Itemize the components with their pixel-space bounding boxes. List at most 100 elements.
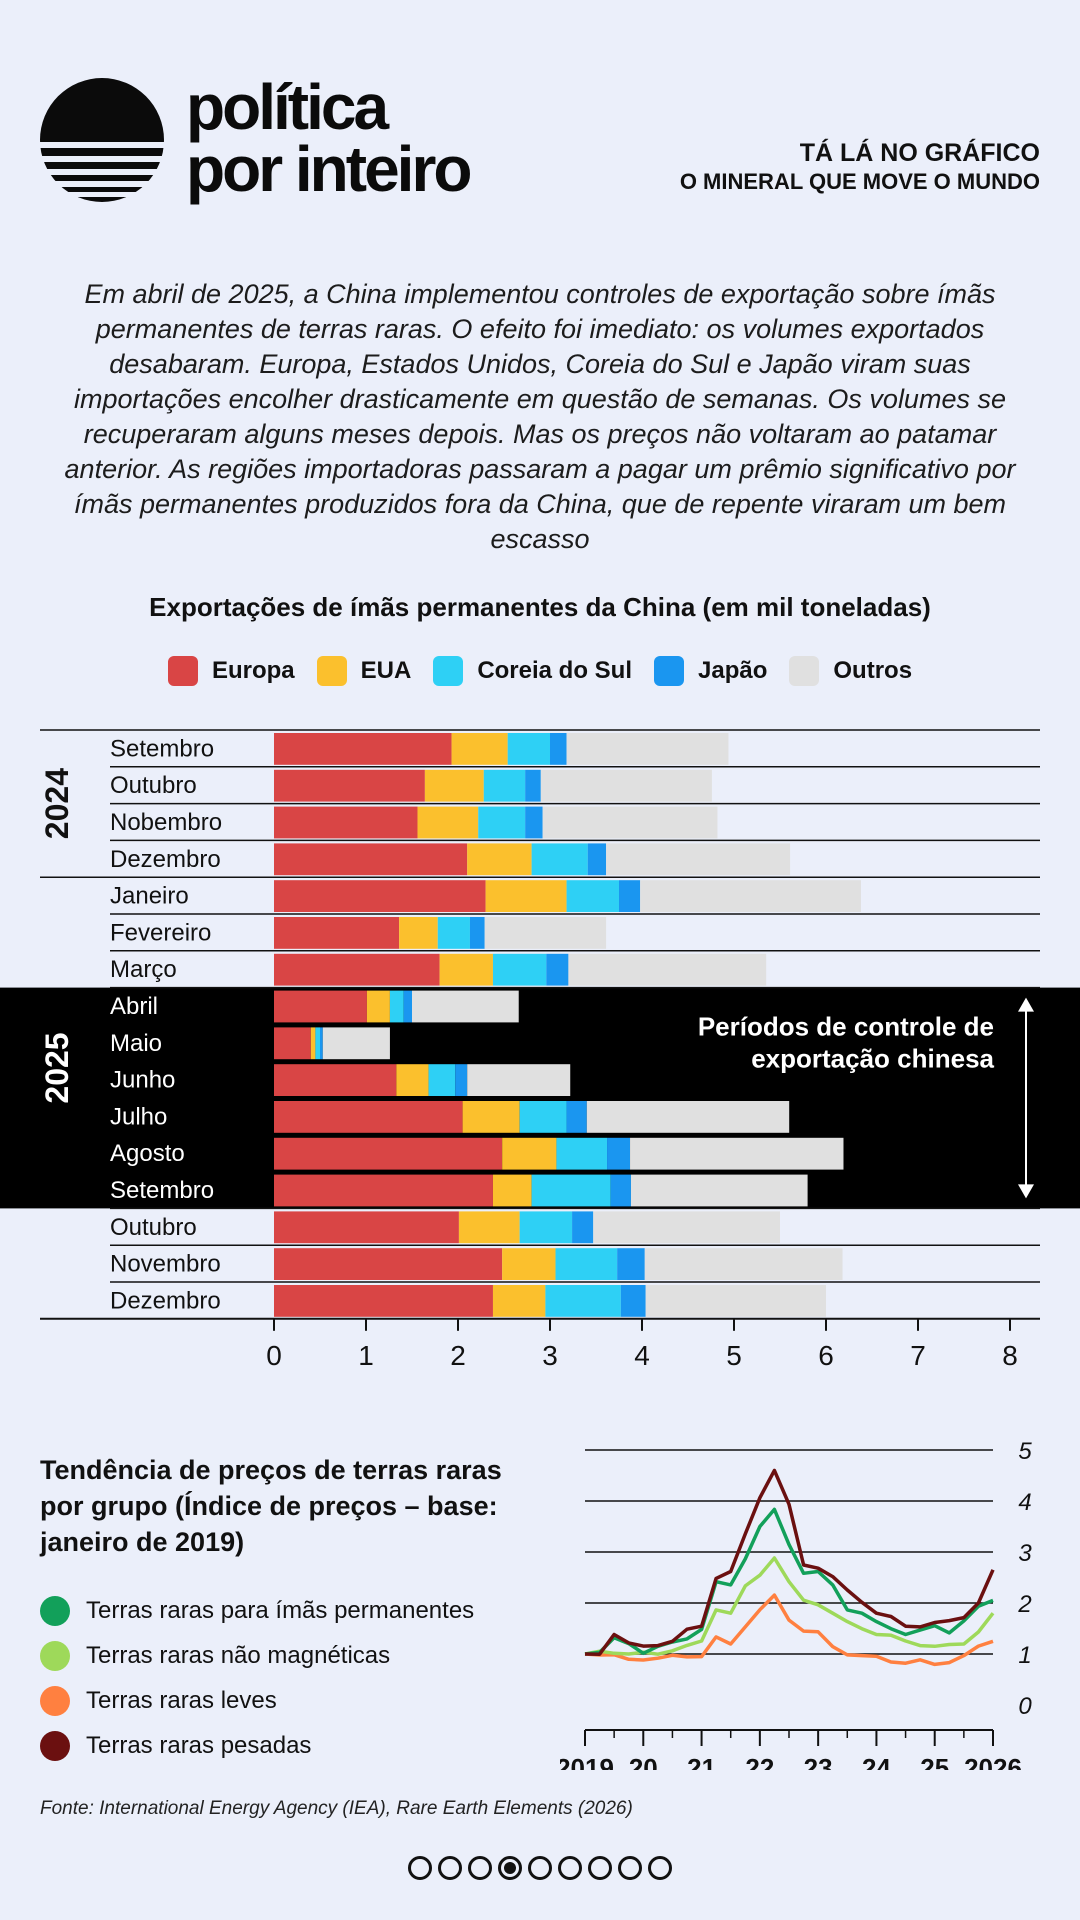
bar-segment-coreia-3 bbox=[531, 843, 588, 876]
x-tick-label-2: 2 bbox=[450, 1340, 466, 1371]
legend-label: Europa bbox=[211, 657, 295, 684]
brand-name: política por inteiro bbox=[186, 75, 472, 201]
bar-segment-eua-7 bbox=[366, 990, 390, 1023]
bar-segment-coreia-2 bbox=[478, 806, 526, 839]
bar-segment-outros-12 bbox=[630, 1174, 808, 1207]
category-label-5: Fevereiro bbox=[110, 919, 211, 946]
bar-chart-title: Exportações de ímãs permanentes da China… bbox=[149, 592, 931, 622]
bar-segment-europa-7 bbox=[274, 990, 367, 1023]
y-tick-label-2: 2 bbox=[1017, 1591, 1031, 1618]
bar-segment-coreia-14 bbox=[555, 1248, 618, 1280]
bar-segment-eua-1 bbox=[424, 769, 484, 802]
intro-text: Em abril de 2025, a China implementou co… bbox=[64, 279, 1016, 554]
pager-dot-1[interactable] bbox=[438, 1856, 462, 1880]
bar-segment-eua-13 bbox=[458, 1211, 520, 1244]
legend-swatch bbox=[789, 656, 820, 686]
legend-dot bbox=[40, 1595, 70, 1626]
category-label-13: Outubro bbox=[110, 1214, 197, 1241]
pager-dot-3[interactable] bbox=[498, 1856, 522, 1880]
category-label-6: Março bbox=[110, 956, 177, 983]
y-tick-label-3: 3 bbox=[1018, 1540, 1032, 1567]
series-tag: TÁ LÁ NO GRÁFICO O MINERAL QUE MOVE O MU… bbox=[680, 138, 1040, 196]
legend-label: Japão bbox=[698, 657, 768, 684]
bar-segment-coreia-13 bbox=[519, 1211, 573, 1244]
price-series-permanentes bbox=[584, 1507, 994, 1656]
bar-segment-japao-5 bbox=[469, 917, 485, 949]
category-label-8: Maio bbox=[110, 1030, 162, 1057]
pager-dot-5[interactable] bbox=[558, 1856, 582, 1880]
price-chart-legend: Terras raras para ímãs permanentes Terras… bbox=[40, 1588, 474, 1768]
bar-segment-outros-6 bbox=[568, 953, 767, 986]
bar-segment-japao-6 bbox=[546, 953, 569, 986]
highlight-label-line-2: exportação chinesa bbox=[751, 1044, 994, 1074]
pager-dot-4[interactable] bbox=[528, 1856, 552, 1880]
pager-dot-2[interactable] bbox=[468, 1856, 492, 1880]
price-legend-item-0: Terras raras para ímãs permanentes bbox=[40, 1588, 474, 1633]
bar-segment-japao-7 bbox=[403, 990, 412, 1023]
bar-segment-japao-14 bbox=[617, 1248, 645, 1280]
legend-dot bbox=[40, 1730, 70, 1761]
x-tick-label-2026: 2026 bbox=[964, 1753, 1022, 1770]
pager-dot-7[interactable] bbox=[618, 1856, 642, 1880]
bar-segment-coreia-10 bbox=[519, 1101, 567, 1133]
legend-label: Terras raras para ímãs permanentes bbox=[86, 1596, 475, 1624]
bar-segment-japao-12 bbox=[610, 1174, 631, 1207]
bar-segment-eua-9 bbox=[396, 1064, 429, 1096]
legend-label: Terras raras pesadas bbox=[86, 1731, 312, 1759]
legend-swatch bbox=[167, 656, 198, 686]
bar-segment-japao-1 bbox=[525, 769, 541, 802]
bar-segment-outros-0 bbox=[566, 733, 729, 765]
legend-item-0: Europa bbox=[167, 656, 295, 686]
bar-segment-coreia-8 bbox=[315, 1027, 320, 1060]
y-tick-label-4: 4 bbox=[1018, 1489, 1031, 1516]
bar-segment-japao-10 bbox=[566, 1101, 587, 1133]
bar-segment-coreia-1 bbox=[483, 769, 526, 802]
bar-segment-japao-13 bbox=[572, 1211, 594, 1244]
bar-segment-japao-11 bbox=[607, 1137, 631, 1170]
bar-segment-outros-8 bbox=[322, 1027, 390, 1060]
x-tick-label-0: 0 bbox=[266, 1340, 282, 1371]
x-tick-label-22: 22 bbox=[745, 1753, 774, 1770]
year-label-2025: 2025 bbox=[39, 1032, 75, 1103]
x-tick-label-1: 1 bbox=[358, 1340, 374, 1371]
x-tick-label-24: 24 bbox=[862, 1753, 891, 1770]
bar-segment-europa-8 bbox=[274, 1027, 311, 1060]
bar-segment-outros-2 bbox=[542, 806, 718, 839]
pager-dot-0[interactable] bbox=[408, 1856, 432, 1880]
tag-line-1: TÁ LÁ NO GRÁFICO bbox=[799, 139, 1040, 167]
bar-segment-japao-3 bbox=[587, 843, 607, 876]
bar-segment-europa-10 bbox=[274, 1101, 463, 1133]
bar-segment-europa-3 bbox=[274, 843, 468, 876]
bar-segment-europa-14 bbox=[274, 1248, 503, 1280]
x-tick-label-5: 5 bbox=[726, 1340, 742, 1371]
bar-segment-outros-15 bbox=[645, 1285, 826, 1317]
bar-segment-japao-4 bbox=[619, 880, 641, 912]
bar-segment-europa-6 bbox=[274, 953, 440, 986]
exports-bar-chart: Setembro Outubro Nobembro Dezembro Janeiro Fe… bbox=[0, 729, 1080, 1371]
legend-dot bbox=[40, 1685, 70, 1716]
category-label-11: Agosto bbox=[110, 1140, 185, 1167]
category-label-4: Janeiro bbox=[110, 883, 189, 910]
source-note: Fonte: International Energy Agency (IEA)… bbox=[40, 1798, 633, 1819]
bar-segment-eua-5 bbox=[399, 917, 438, 949]
bar-segment-europa-13 bbox=[274, 1211, 459, 1244]
bar-segment-eua-14 bbox=[502, 1248, 556, 1280]
pager-dot-6[interactable] bbox=[588, 1856, 612, 1880]
bar-segment-outros-10 bbox=[586, 1101, 790, 1133]
year-label-2024: 2024 bbox=[39, 768, 75, 839]
bar-segment-japao-8 bbox=[320, 1027, 323, 1060]
x-tick-label-2019: 2019 bbox=[560, 1753, 614, 1770]
pager-dot-8[interactable] bbox=[648, 1856, 672, 1880]
category-label-3: Dezembro bbox=[110, 846, 221, 873]
bar-segment-japao-0 bbox=[550, 733, 567, 765]
bar-segment-coreia-15 bbox=[545, 1285, 621, 1317]
category-label-15: Dezembro bbox=[110, 1287, 221, 1314]
category-label-2: Nobembro bbox=[110, 809, 222, 836]
legend-item-4: Outros bbox=[789, 656, 912, 686]
bar-segment-coreia-11 bbox=[556, 1137, 608, 1170]
legend-swatch bbox=[654, 656, 684, 686]
legend-swatch bbox=[316, 656, 347, 686]
x-tick-label-20: 20 bbox=[629, 1753, 658, 1770]
bar-segment-coreia-5 bbox=[437, 917, 470, 949]
bar-segment-eua-10 bbox=[462, 1101, 520, 1133]
